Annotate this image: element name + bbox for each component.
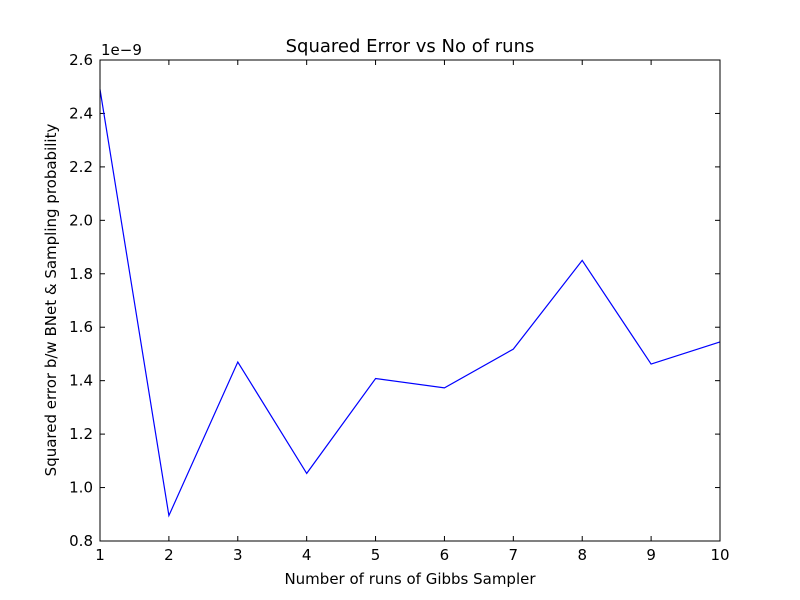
series-line <box>99 89 721 518</box>
plot-area-frame <box>99 59 721 542</box>
y-axis-label: Squared error b/w BNet & Sampling probab… <box>42 124 60 477</box>
chart-title: Squared Error vs No of runs <box>286 36 535 57</box>
y-tick-label: 2.6 <box>69 51 93 69</box>
y-tick-label: 2.2 <box>69 158 93 176</box>
y-axis-offset-label: 1e−9 <box>101 41 142 59</box>
x-tick-label: 4 <box>302 546 312 564</box>
tick-labels-layer: 1 2 3 4 5 6 7 8 9 10 0.8 1.0 1.2 1.4 1.6 1.8 2.0 2.2 2.4 2.… <box>69 51 729 564</box>
x-tick-label: 10 <box>710 546 729 564</box>
y-tick-label: 1.0 <box>69 479 93 497</box>
series-layer <box>99 89 721 518</box>
x-tick-label: 9 <box>646 546 656 564</box>
x-tick-label: 1 <box>95 546 105 564</box>
y-tick-label: 1.6 <box>69 318 93 336</box>
x-tick-label: 5 <box>371 546 381 564</box>
x-axis-label: Number of runs of Gibbs Sampler <box>284 570 536 588</box>
y-tick-label: 1.4 <box>69 372 93 390</box>
x-tick-label: 6 <box>440 546 450 564</box>
x-tick-label: 8 <box>577 546 587 564</box>
y-tick-label: 1.8 <box>69 265 93 283</box>
y-tick-label: 0.8 <box>69 532 93 550</box>
y-tick-label: 1.2 <box>69 425 93 443</box>
x-tick-label: 2 <box>164 546 174 564</box>
y-tick-label: 2.4 <box>69 104 93 122</box>
x-tick-label: 3 <box>233 546 243 564</box>
y-tick-label: 2.0 <box>69 211 93 229</box>
x-tick-label: 7 <box>509 546 519 564</box>
ticks-layer <box>99 59 721 542</box>
